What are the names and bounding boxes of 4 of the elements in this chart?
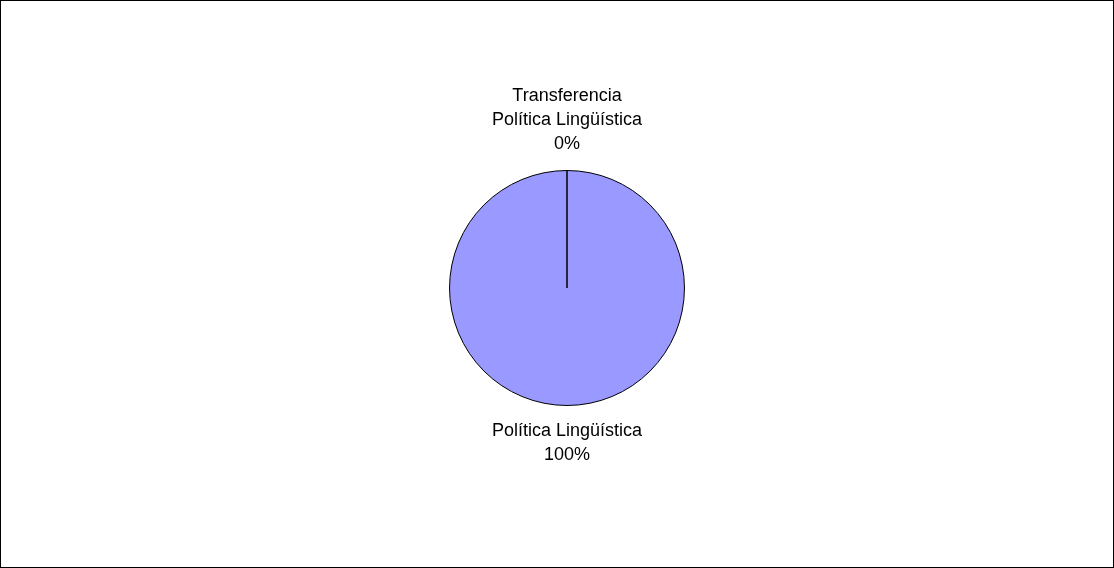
data-label: 100% <box>543 444 591 465</box>
slice-label: Política Lingüística <box>491 420 644 441</box>
category-label: Transferencia Política Lingüística <box>491 85 643 130</box>
text: 0% <box>553 133 581 154</box>
